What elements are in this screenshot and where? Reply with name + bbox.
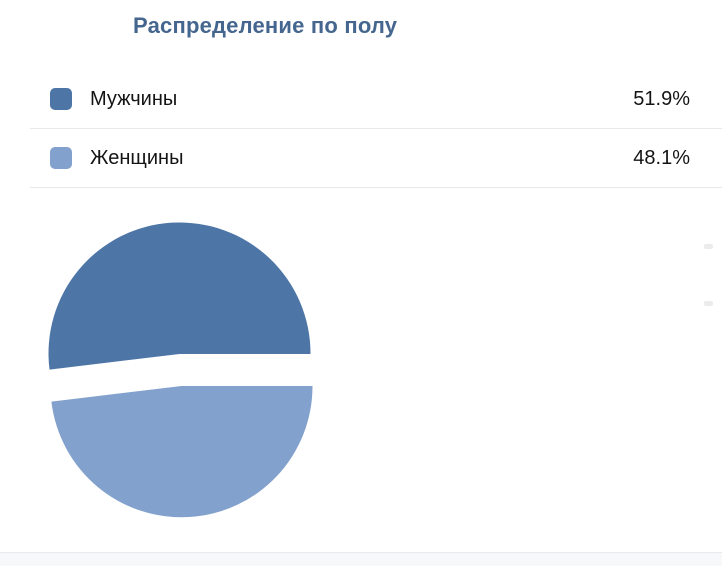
legend-value-men: 51.9% <box>633 87 690 110</box>
bottom-divider-strip <box>0 552 722 566</box>
pie-slice-2[interactable] <box>51 386 313 518</box>
legend-label-men: Мужчины <box>90 87 178 110</box>
men-color-swatch <box>50 88 72 110</box>
legend-row-women: Женщины 48.1% <box>30 129 722 188</box>
edge-artifact-dash <box>704 301 713 306</box>
legend-row-men: Мужчины 51.9% <box>30 70 722 129</box>
legend: Мужчины 51.9% Женщины 48.1% <box>30 70 722 188</box>
legend-value-women: 48.1% <box>633 146 690 169</box>
chart-title: Распределение по полу <box>133 13 398 38</box>
pie-slice-1[interactable] <box>48 222 311 370</box>
women-color-swatch <box>50 147 72 169</box>
edge-artifact-dash <box>704 244 713 249</box>
legend-label-women: Женщины <box>90 146 184 169</box>
